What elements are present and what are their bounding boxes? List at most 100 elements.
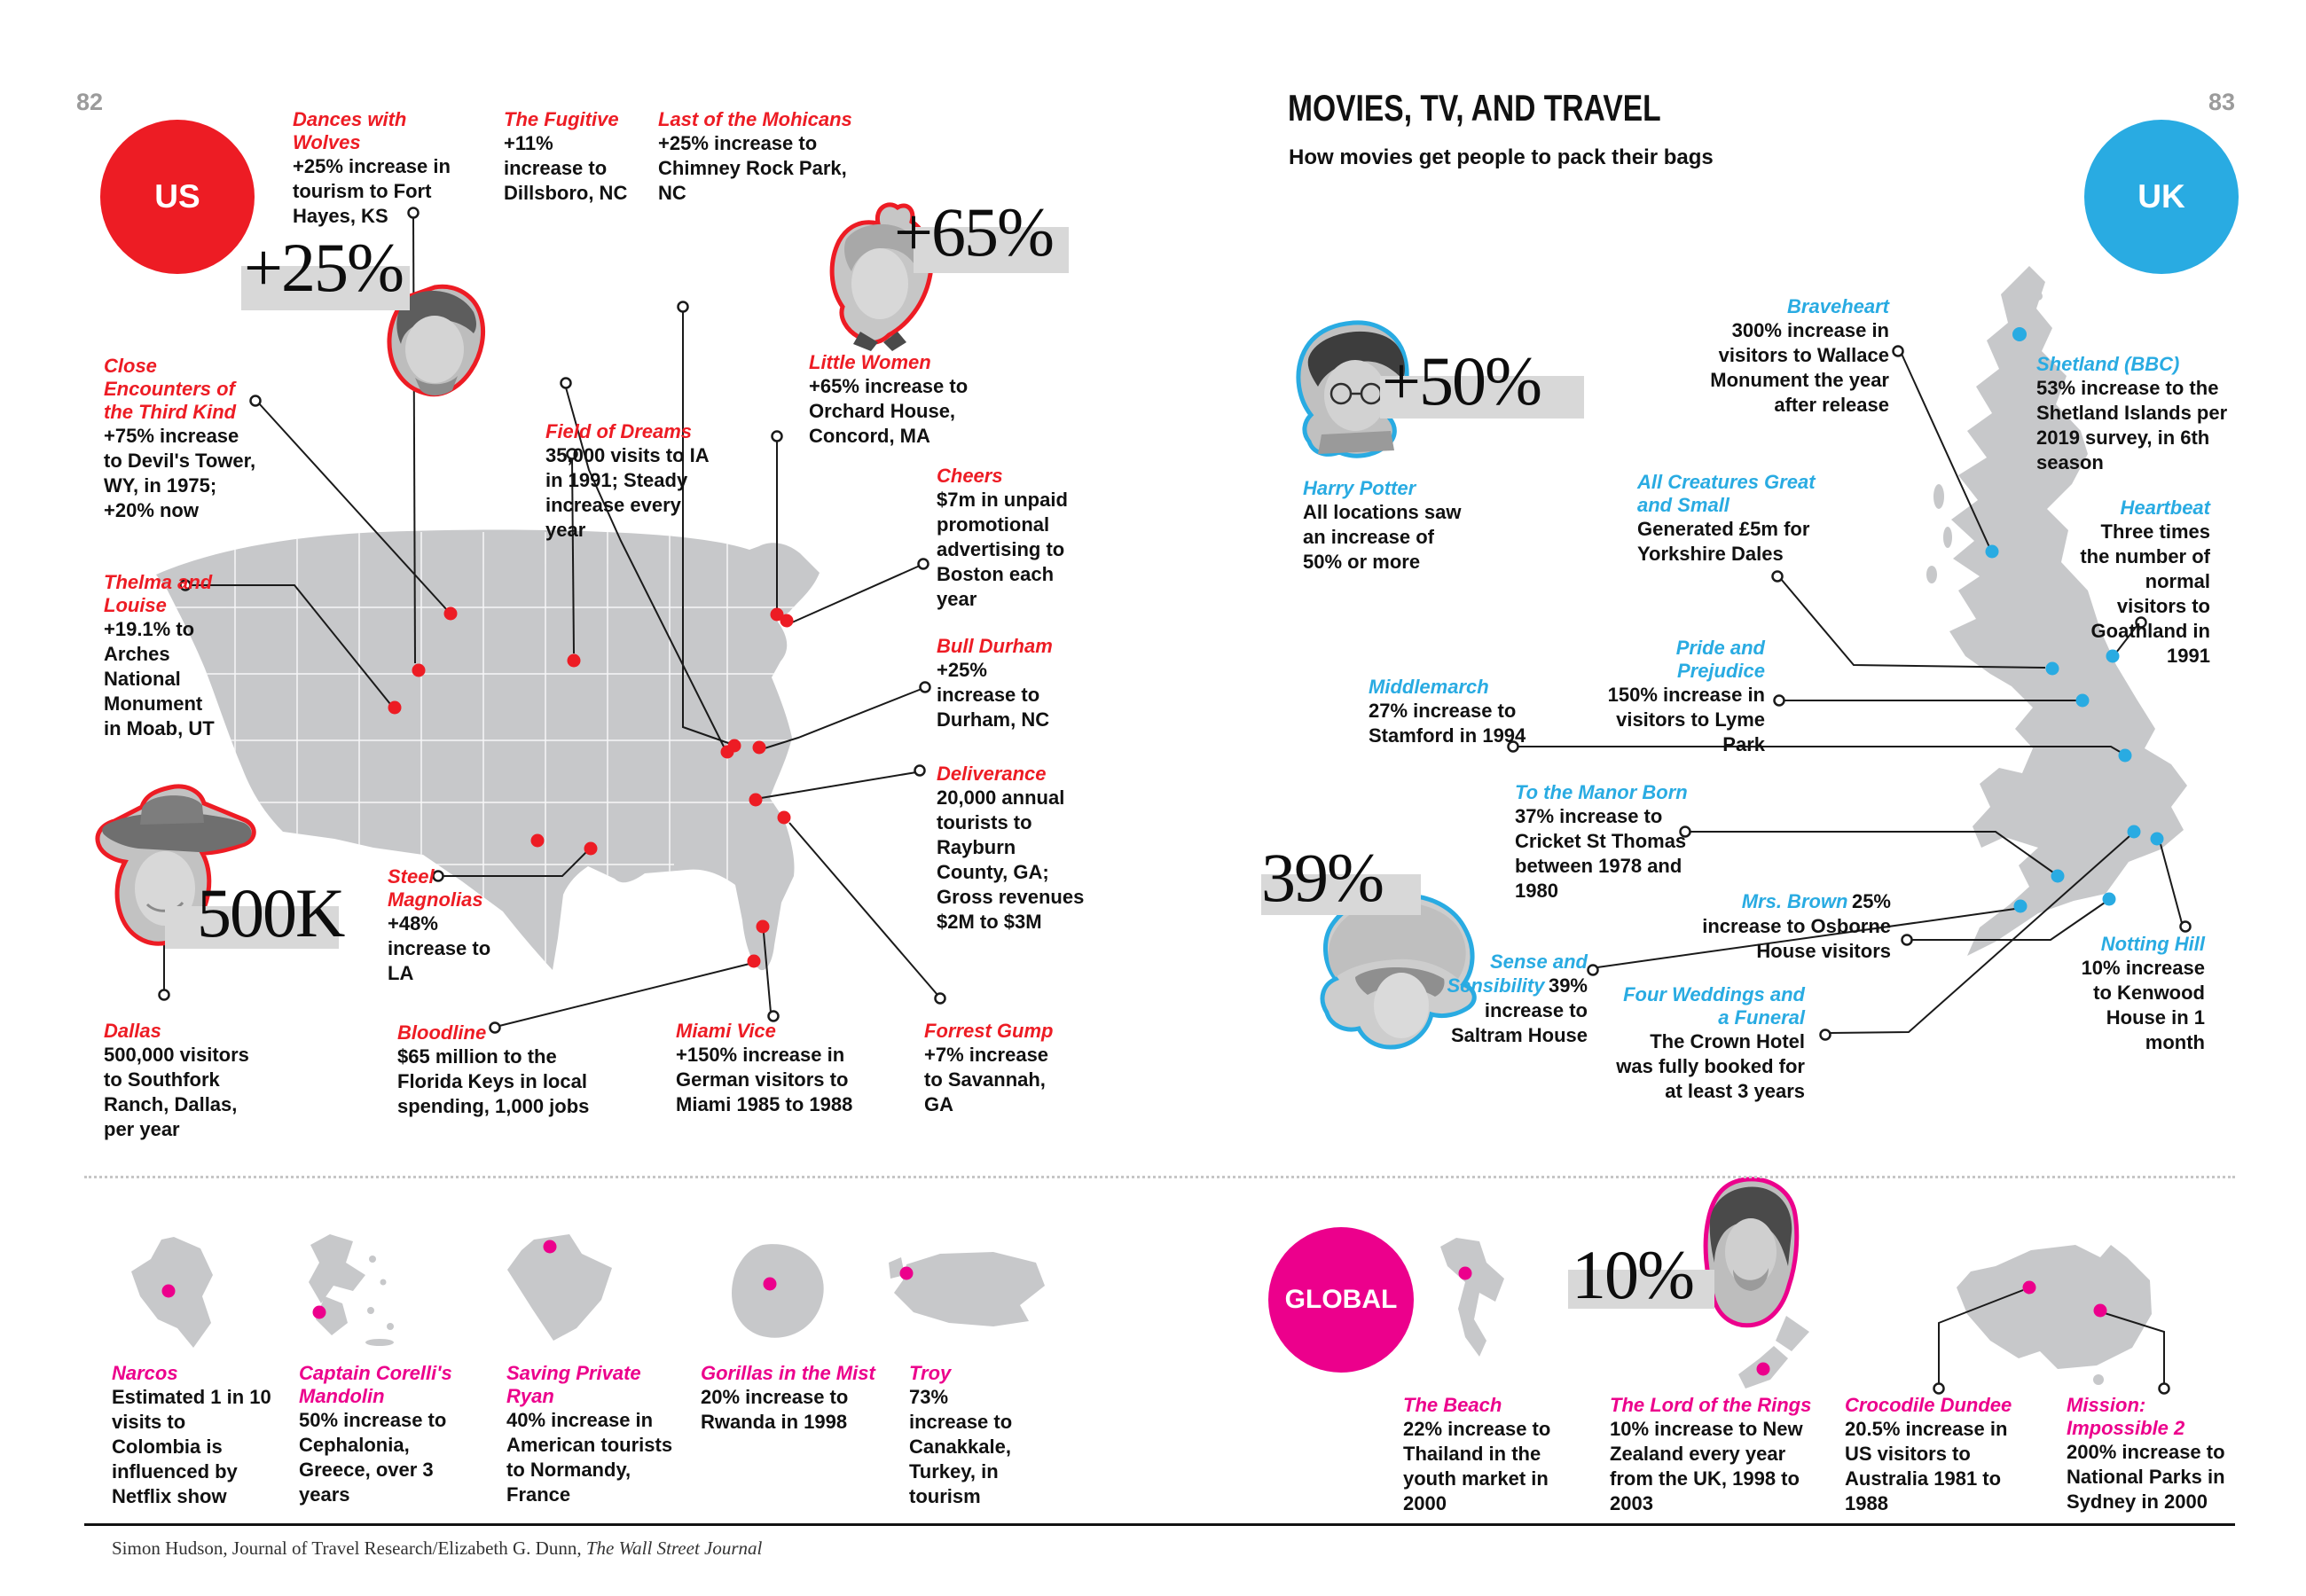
movie-stat: +48% increase to LA xyxy=(388,912,491,984)
movie-title: Heartbeat xyxy=(2120,497,2210,519)
annotation-troy: Troy 73% increase to Canakkale, Turkey, … xyxy=(909,1362,1024,1509)
movie-stat: 20,000 annual tourists to Rayburn County… xyxy=(937,786,1085,933)
movie-title: Sense and Sensibility xyxy=(1447,951,1588,997)
movie-title: Troy xyxy=(909,1362,952,1384)
stat-box xyxy=(1261,874,1421,915)
movie-title: Bloodline xyxy=(397,1021,487,1044)
movie-title: Harry Potter xyxy=(1303,477,1416,499)
movie-title: Saving Private Ryan xyxy=(506,1362,641,1407)
annotation-miami-vice: Miami Vice +150% increase in German visi… xyxy=(676,1020,858,1117)
movie-stat: 40% increase in American tourists to Nor… xyxy=(506,1409,673,1506)
stat-little-women: +65% xyxy=(894,193,1055,270)
stat-harry-potter: +50% xyxy=(1382,342,1542,419)
lord-of-the-rings-photo xyxy=(1703,1177,1800,1328)
movie-stat: 53% increase to the Shetland Islands per… xyxy=(2036,377,2228,473)
movie-stat: 25% increase to Osborne House visitors xyxy=(1702,890,1891,962)
annotation-the-lord-of-the-rings: The Lord of the Rings 10% increase to Ne… xyxy=(1610,1394,1823,1516)
australia-map xyxy=(1957,1245,2152,1385)
movie-title: Middlemarch xyxy=(1369,676,1489,698)
stat-sense-and-sensibility: 39% xyxy=(1261,839,1384,916)
movie-title: Steel Magnolias xyxy=(388,865,483,911)
footer-rule xyxy=(84,1523,2235,1526)
annotation-steel-magnolias: Steel Magnolias +48% increase to LA xyxy=(388,865,512,986)
annotation-shetland: Shetland (BBC) 53% increase to the Shetl… xyxy=(2036,353,2231,475)
global-badge-label: GLOBAL xyxy=(1284,1285,1398,1314)
annotation-narcos: Narcos Estimated 1 in 10 visits to Colom… xyxy=(112,1362,271,1509)
us-leader-lines xyxy=(163,216,938,1027)
movie-title: Miami Vice xyxy=(676,1020,776,1042)
annotation-gorillas-in-the-mist: Gorillas in the Mist 20% increase to Rwa… xyxy=(701,1362,891,1435)
annotation-notting-hill: Notting Hill 10% increase to Kenwood Hou… xyxy=(2063,933,2205,1055)
annotation-braveheart: Braveheart 300% increase in visitors to … xyxy=(1683,295,1889,418)
annotation-forrest-gump: Forrest Gump +7% increase to Savannah, G… xyxy=(924,1020,1071,1117)
movie-stat: Generated £5m for Yorkshire Dales xyxy=(1637,518,1810,565)
movie-title: Captain Corelli's Mandolin xyxy=(299,1362,452,1407)
annotation-close-encounters: Close Encounters of the Third Kind +75% … xyxy=(104,355,259,523)
movie-title: The Beach xyxy=(1403,1394,1502,1416)
source-credit: Simon Hudson, Journal of Travel Research… xyxy=(112,1537,762,1560)
rwanda-map xyxy=(732,1244,824,1338)
annotation-thelma-and-louise: Thelma and Louise +19.1% to Arches Natio… xyxy=(104,571,215,741)
annotation-all-creatures-great-and-small: All Creatures Great and Small Generated … xyxy=(1637,471,1828,567)
uk-badge: UK xyxy=(2084,120,2239,274)
annotation-the-beach: The Beach 22% increase to Thailand in th… xyxy=(1403,1394,1576,1516)
movie-stat: +19.1% to Arches National Monument in Mo… xyxy=(104,618,215,739)
movie-title: Little Women xyxy=(809,351,931,373)
movie-stat: $7m in unpaid promotional advertising to… xyxy=(937,489,1068,610)
global-location-dots xyxy=(161,1240,2107,1376)
annotation-mrs-brown: Mrs. Brown 25% increase to Osborne House… xyxy=(1678,889,1891,964)
page-subtitle: How movies get people to pack their bags xyxy=(1289,145,1714,169)
movie-stat: All locations saw an increase of 50% or … xyxy=(1303,501,1462,573)
annotation-deliverance: Deliverance 20,000 annual tourists to Ra… xyxy=(937,763,1087,935)
annotation-to-the-manor-born: To the Manor Born 37% increase to Cricke… xyxy=(1515,781,1719,904)
uk-badge-label: UK xyxy=(2137,178,2185,215)
stat-dallas: 500K xyxy=(197,874,345,951)
movie-title: Deliverance xyxy=(937,763,1047,785)
stat-lord-of-the-rings: 10% xyxy=(1572,1236,1695,1313)
movie-stat: 27% increase to Stamford in 1994 xyxy=(1369,700,1526,747)
movie-stat: 37% increase to Cricket St Thomas betwee… xyxy=(1515,805,1687,902)
dances-with-wolves-photo xyxy=(387,284,485,397)
movie-title: Field of Dreams xyxy=(545,420,693,442)
movie-title: Forrest Gump xyxy=(924,1020,1054,1042)
movie-stat: 35,000 visits to IA in 1991; Steady incr… xyxy=(545,444,709,541)
movie-title: Pride and Prejudice xyxy=(1675,637,1765,682)
movie-stat: +25% increase in tourism to Fort Hayes, … xyxy=(293,155,451,227)
stat-box xyxy=(1568,1270,1714,1309)
global-badge: GLOBAL xyxy=(1268,1227,1414,1373)
movie-title: Mission: Impossible 2 xyxy=(2067,1394,2185,1439)
uk-map xyxy=(1926,266,2187,956)
thailand-map xyxy=(1440,1238,1504,1357)
movie-stat: 300% increase in visitors to Wallace Mon… xyxy=(1710,319,1889,416)
movie-stat: +150% increase in German visitors to Mia… xyxy=(676,1044,853,1115)
movie-title: Mrs. Brown xyxy=(1741,890,1848,912)
movie-title: All Creatures Great and Small xyxy=(1637,471,1816,516)
annotation-dallas: Dallas 500,000 visitors to Southfork Ran… xyxy=(104,1020,263,1142)
movie-title: To the Manor Born xyxy=(1515,781,1688,803)
movie-stat: +11% increase to Dillsboro, NC xyxy=(504,132,628,204)
page-title: MOVIES, TV, AND TRAVEL xyxy=(1288,87,1661,129)
annotation-cheers: Cheers $7m in unpaid promotional adverti… xyxy=(937,465,1083,612)
movie-stat: 39% increase to Saltram House xyxy=(1450,974,1588,1046)
section-divider xyxy=(84,1176,2235,1178)
movie-stat: +65% increase to Orchard House, Concord,… xyxy=(809,375,969,447)
sense-and-sensibility-photo xyxy=(1320,893,1477,1050)
movie-title: Thelma and Louise xyxy=(104,571,213,616)
annotation-crocodile-dundee: Crocodile Dundee 20.5% increase in US vi… xyxy=(1845,1394,2027,1516)
movie-title: Shetland (BBC) xyxy=(2036,353,2180,375)
movie-title: Gorillas in the Mist xyxy=(701,1362,875,1384)
annotation-dances-with-wolves: Dances with Wolves +25% increase in tour… xyxy=(293,108,466,229)
stat-box xyxy=(1380,376,1584,419)
annotation-bloodline: Bloodline $65 million to the Florida Key… xyxy=(397,1021,610,1119)
annotation-pride-and-prejudice: Pride and Prejudice 150% increase in vis… xyxy=(1588,637,1765,757)
movie-stat: 10% increase to Kenwood House in 1 month xyxy=(2081,957,2205,1053)
movie-title: Close Encounters of the Third Kind xyxy=(104,355,237,423)
movie-title: Dallas xyxy=(104,1020,161,1042)
movie-stat: +25% increase to Chimney Rock Park, NC xyxy=(658,132,847,204)
uk-location-dots xyxy=(1985,327,2164,913)
movie-stat: 20.5% increase in US visitors to Austral… xyxy=(1845,1418,2008,1514)
annotation-sense-and-sensibility: Sense and Sensibility 39% increase to Sa… xyxy=(1437,951,1588,1048)
movie-title: The Fugitive xyxy=(504,108,619,130)
